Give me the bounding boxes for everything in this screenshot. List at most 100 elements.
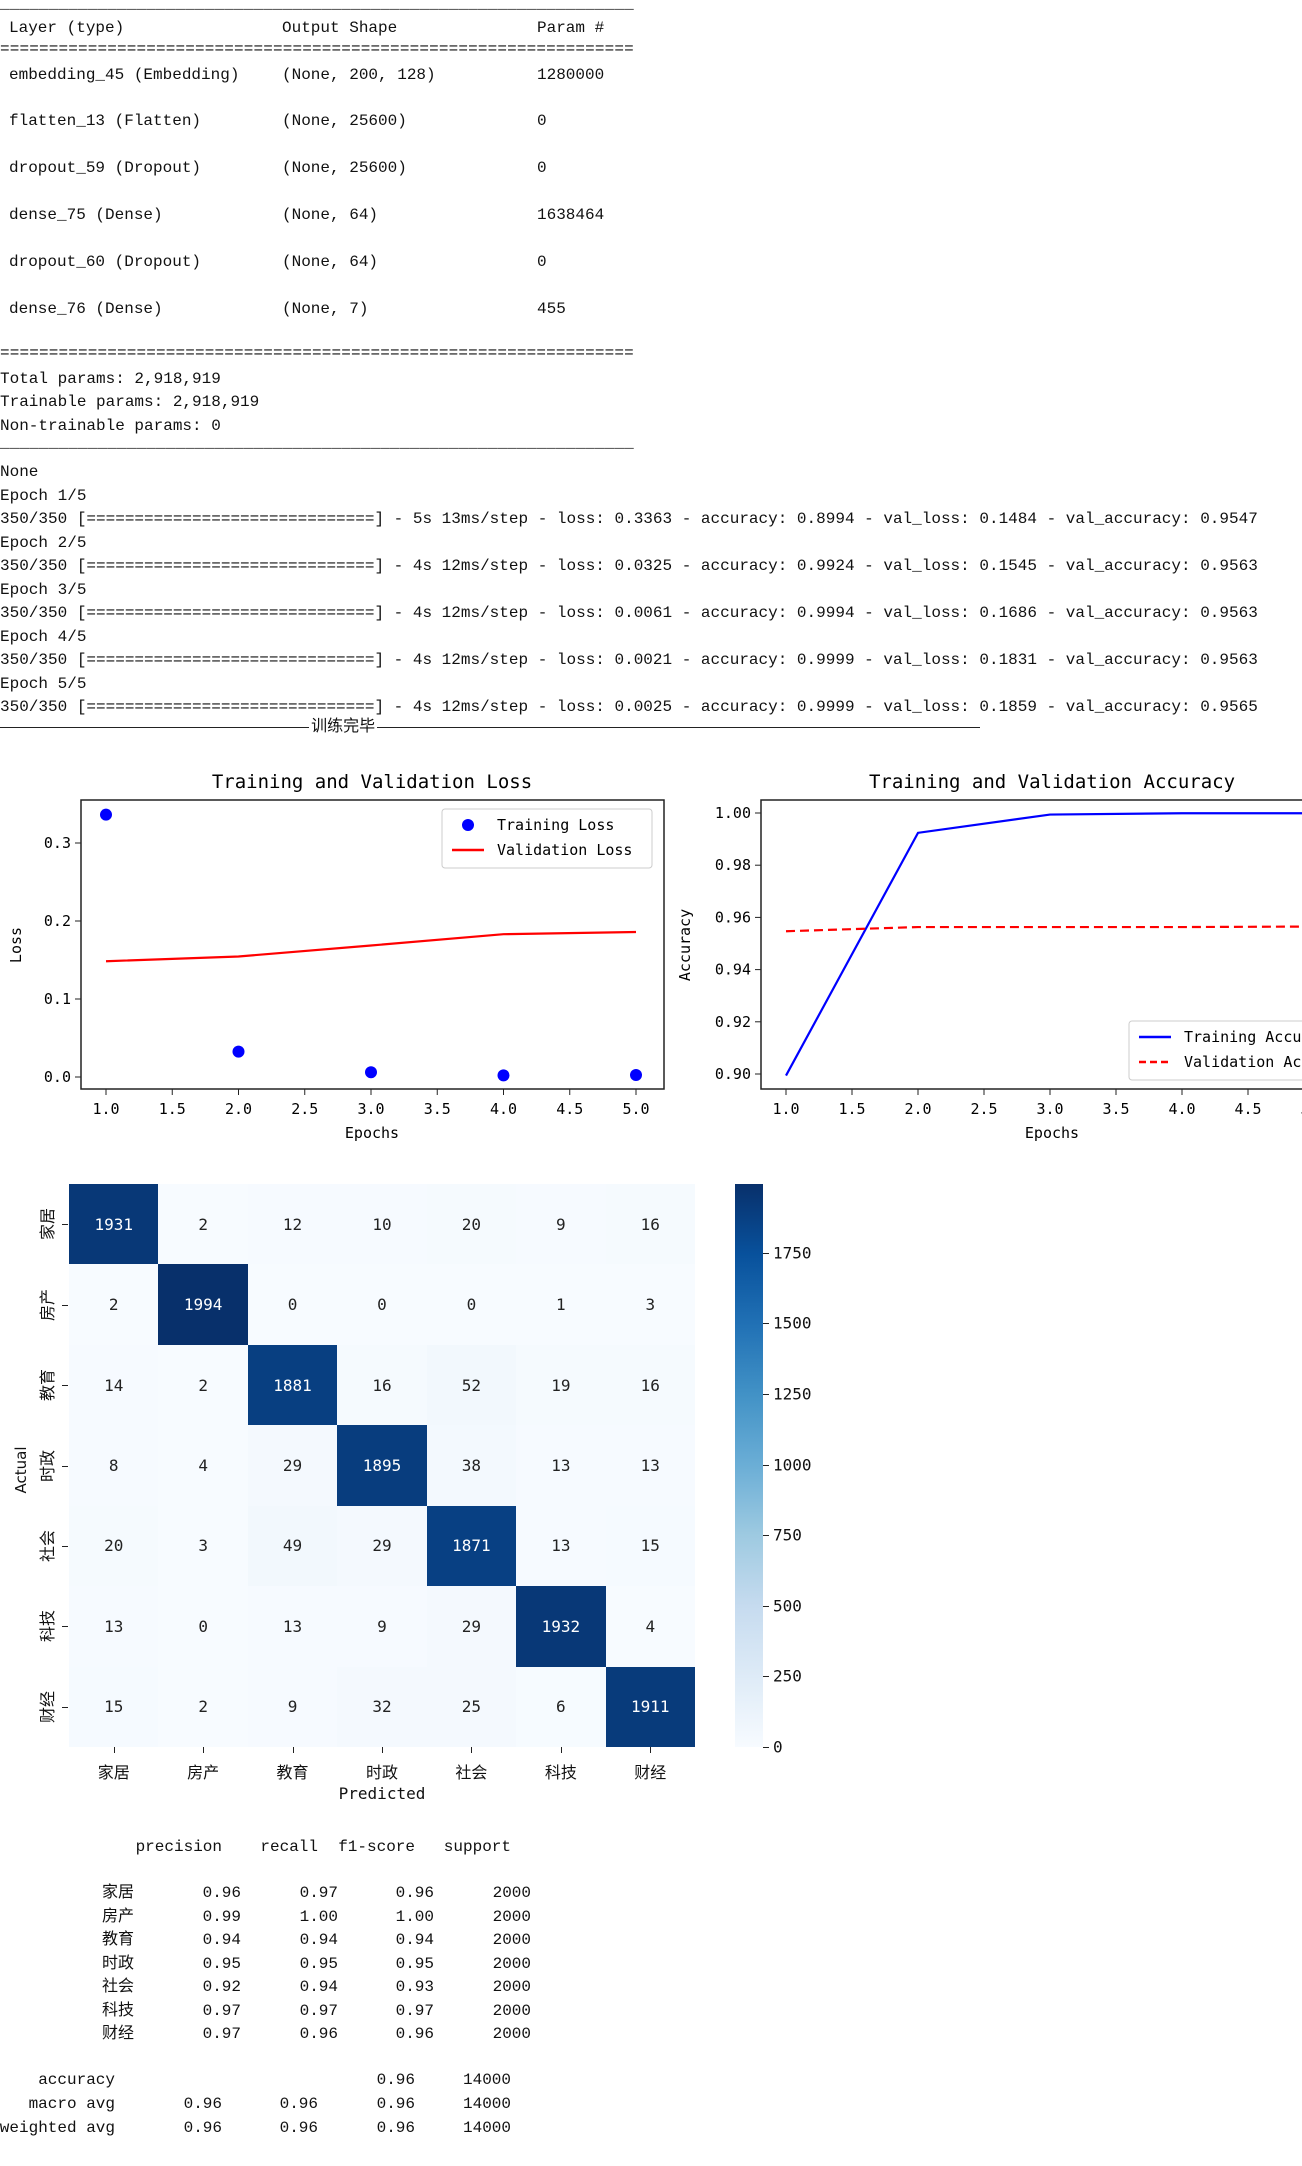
y-tick-label: 0.0 <box>44 1068 71 1086</box>
y-tick-label: 1.00 <box>715 804 751 822</box>
chart-title: Training and Validation Accuracy <box>869 771 1235 793</box>
x-tick-label: 2.5 <box>291 1100 318 1118</box>
training-loss-point <box>365 1066 377 1079</box>
x-tick-label: 4.0 <box>490 1100 517 1118</box>
column-label: 财经 <box>634 1765 667 1783</box>
row-label: 房产 <box>40 1288 58 1321</box>
report-accuracy-label: accuracy <box>38 2071 115 2089</box>
colorbar-tick <box>763 1535 769 1537</box>
layer-output-shape: (None, 25600) <box>282 112 407 130</box>
matrix-cell: 1994 <box>158 1264 248 1345</box>
row-tick <box>62 1465 68 1467</box>
actual-axis-label: Actual <box>12 1446 30 1494</box>
colorbar-tick-label: 750 <box>773 1525 802 1545</box>
report-value: 2000 <box>492 1907 531 1926</box>
matrix-cell: 20 <box>426 1184 517 1265</box>
layer-param-count: 455 <box>537 300 566 318</box>
layer-name: dropout_59 (Dropout) <box>9 159 202 177</box>
column-label: 家居 <box>97 1765 130 1783</box>
matrix-cell: 1 <box>516 1264 606 1345</box>
column-tick <box>382 1747 383 1753</box>
column-tick <box>471 1747 473 1753</box>
summary-equals-rule-bottom: ========================================… <box>0 344 634 362</box>
matrix-cell: 1895 <box>337 1425 427 1506</box>
matrix-cell: 3 <box>158 1505 248 1587</box>
matrix-cell: 2 <box>69 1264 159 1345</box>
layer-output-shape: (None, 64) <box>282 206 379 224</box>
matrix-cell: 2 <box>158 1344 248 1426</box>
axes-frame <box>80 799 665 1090</box>
training-loss-point <box>100 808 112 821</box>
epoch-label: Epoch 3/5 <box>0 581 87 599</box>
report-average-value: 0.96 <box>183 2095 222 2113</box>
epoch-label: Epoch 5/5 <box>0 675 87 693</box>
report-accuracy-support: 14000 <box>462 2071 511 2089</box>
column-label: 时政 <box>365 1765 399 1783</box>
legend-label: Training Accuracy <box>1184 1028 1302 1046</box>
matrix-cell: 29 <box>426 1586 517 1667</box>
report-average-label: weighted avg <box>0 2118 115 2137</box>
report-class-label: 家居 <box>101 1884 134 1902</box>
x-tick-label: 3.5 <box>424 1100 451 1118</box>
training-finished-label: 训练完毕 <box>311 718 376 736</box>
x-tick-label: 2.0 <box>225 1100 252 1118</box>
x-tick-label: 1.5 <box>159 1100 186 1118</box>
column-tick <box>650 1747 652 1753</box>
layer-output-shape: (None, 25600) <box>282 159 407 177</box>
epoch-label: Epoch 2/5 <box>0 534 87 552</box>
matrix-cell: 13 <box>69 1586 159 1667</box>
matrix-cell: 4 <box>605 1586 695 1667</box>
training-accuracy-line <box>785 812 1302 1077</box>
colorbar-tick-label: 1500 <box>773 1313 812 1333</box>
colorbar-tick <box>763 1676 769 1678</box>
report-value: 1.00 <box>299 1907 338 1926</box>
report-value: 1.00 <box>395 1907 434 1926</box>
matrix-cell: 38 <box>426 1425 517 1506</box>
legend-label: Validation Loss <box>497 841 632 859</box>
summary-top-rule: ________________________________________… <box>0 0 634 13</box>
banner-line-left <box>0 726 310 728</box>
matrix-cell: 16 <box>337 1344 427 1426</box>
legend-box <box>441 808 653 869</box>
matrix-cell: 1932 <box>516 1586 606 1667</box>
matrix-cell: 52 <box>426 1344 517 1426</box>
row-label: 教育 <box>40 1369 58 1402</box>
report-value: 0.96 <box>299 2025 338 2043</box>
report-value: 0.97 <box>202 2025 241 2043</box>
report-value: 0.97 <box>202 2001 241 2020</box>
total-params: Total params: 2,918,919 <box>0 370 221 388</box>
report-value: 0.99 <box>202 1907 241 1926</box>
x-axis-label: Epochs <box>1025 1124 1079 1142</box>
report-header: precision <box>135 1838 222 1856</box>
report-value: 0.94 <box>299 1978 338 1996</box>
layer-param-count: 1280000 <box>537 66 605 84</box>
x-tick-label: 1.0 <box>772 1100 799 1118</box>
layer-output-shape: (None, 64) <box>282 253 379 271</box>
header-output-shape: Output Shape <box>282 19 398 37</box>
matrix-cell: 6 <box>516 1666 606 1747</box>
y-axis-label: Loss <box>7 927 25 963</box>
matrix-cell: 9 <box>247 1666 338 1747</box>
summary-equals-rule: ========================================… <box>0 40 634 58</box>
x-axis-label: Epochs <box>345 1124 399 1142</box>
column-tick <box>292 1747 294 1753</box>
matrix-cell: 29 <box>247 1425 338 1506</box>
column-label: 科技 <box>544 1765 577 1783</box>
x-tick-label: 5.0 <box>1300 1100 1302 1118</box>
report-value: 2000 <box>492 1978 531 1996</box>
x-tick-label: 2.0 <box>904 1100 931 1118</box>
non-trainable-params: Non-trainable params: 0 <box>0 417 221 435</box>
report-header: recall <box>260 1838 318 1856</box>
report-value: 2000 <box>492 1931 531 1949</box>
matrix-cell: 49 <box>247 1505 338 1587</box>
report-header: support <box>443 1838 511 1856</box>
matrix-cell: 29 <box>337 1505 427 1587</box>
colorbar-tick <box>763 1464 769 1466</box>
matrix-cell: 2 <box>158 1666 248 1747</box>
report-value: 0.94 <box>299 1931 338 1949</box>
row-tick <box>62 1385 68 1387</box>
y-axis-label: Accuracy <box>676 909 694 981</box>
axes-frame <box>760 799 1302 1090</box>
report-value: 2000 <box>492 2025 531 2043</box>
epoch-label: Epoch 4/5 <box>0 628 87 646</box>
